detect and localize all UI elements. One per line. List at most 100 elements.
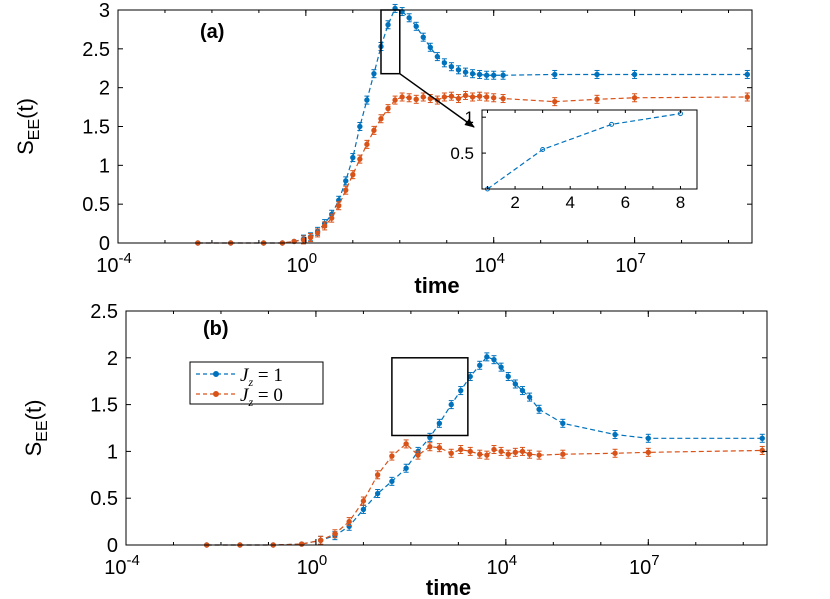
panel-b-xlabel: time — [426, 575, 471, 599]
marker — [360, 506, 367, 513]
inset-xtick-label: 6 — [621, 193, 630, 212]
marker — [448, 450, 454, 456]
data-point — [498, 446, 504, 456]
marker — [552, 98, 558, 105]
marker — [462, 69, 469, 75]
marker — [560, 420, 566, 427]
marker — [467, 373, 473, 380]
panel-b-ticks: 0 0.5 1 1.5 2 2.5 10-4 100 104 107 — [90, 301, 767, 579]
data-point — [413, 21, 419, 31]
data-point — [385, 104, 391, 114]
marker — [594, 96, 600, 103]
data-point — [462, 67, 469, 77]
data-point — [462, 90, 469, 100]
data-point — [519, 446, 526, 456]
data-point — [500, 94, 506, 104]
marker — [612, 450, 618, 456]
data-point — [560, 418, 566, 428]
ytick-label: 1.5 — [90, 395, 118, 417]
data-point — [346, 517, 352, 527]
inset-plot: 0.5 1 2 4 6 8 — [450, 108, 698, 212]
panel-a-series — [195, 3, 751, 246]
marker — [371, 70, 377, 77]
data-point — [300, 235, 307, 245]
ytick-label: 1.5 — [82, 117, 110, 139]
marker — [526, 451, 533, 457]
inset-ytick-label: 1 — [465, 108, 474, 127]
panel-b-zoom-box — [391, 357, 469, 437]
data-point — [448, 400, 454, 410]
marker — [594, 71, 600, 78]
data-point — [536, 450, 542, 460]
marker — [500, 95, 506, 102]
marker — [420, 34, 426, 40]
marker — [403, 441, 409, 447]
data-point — [350, 170, 356, 180]
marker — [477, 451, 483, 457]
marker — [364, 97, 370, 103]
data-point — [467, 446, 473, 456]
ytick-label: 2 — [107, 348, 118, 370]
data-point — [343, 185, 349, 195]
data-point — [360, 496, 367, 506]
ytick-label: 1 — [107, 441, 118, 463]
data-point — [505, 449, 511, 459]
ytick-label: 0 — [107, 535, 118, 557]
data-point — [427, 442, 433, 452]
marker — [436, 444, 443, 451]
data-point — [552, 69, 558, 79]
data-point — [399, 92, 405, 102]
ytick-label: 2.5 — [82, 39, 110, 61]
inset-xtick-label: 2 — [510, 193, 519, 212]
marker — [441, 94, 448, 100]
data-point — [434, 52, 441, 62]
data-point — [612, 448, 618, 458]
panel-a-xlabel: time — [414, 273, 459, 298]
marker — [759, 435, 765, 441]
marker — [374, 472, 381, 478]
marker — [343, 187, 349, 193]
data-point — [343, 176, 349, 186]
panel-a: 0 0.5 1 1.5 2 2.5 3 10-4 100 104 107 (a) time SEE(… — [13, 0, 753, 298]
data-point — [350, 153, 356, 163]
data-point — [512, 379, 519, 389]
marker — [477, 362, 483, 368]
marker — [298, 541, 305, 547]
marker — [645, 449, 651, 456]
data-point — [436, 443, 443, 453]
legend-marker-jz0 — [213, 391, 219, 397]
legend-label-jz0: Jz = 0 — [240, 385, 283, 409]
marker — [336, 203, 342, 209]
data-point — [484, 450, 490, 460]
data-point — [455, 65, 462, 75]
marker — [631, 95, 638, 101]
xtick-label: 107 — [615, 250, 646, 277]
xlabel-text: time — [426, 575, 471, 599]
marker — [389, 478, 395, 485]
data-point — [536, 404, 542, 414]
data-point — [469, 69, 476, 79]
marker — [357, 123, 363, 130]
panel-b-ylabel: SEE(t) — [21, 400, 51, 457]
data-point — [759, 433, 765, 443]
marker — [491, 446, 497, 453]
data-point — [403, 439, 409, 449]
inset-marker — [609, 121, 615, 127]
marker — [378, 116, 384, 122]
data-point — [357, 122, 363, 131]
legend-label-jz1: Jz = 1 — [240, 365, 283, 389]
marker — [434, 53, 441, 60]
data-point — [455, 94, 462, 104]
data-point — [458, 445, 464, 455]
legend: Jz = 1 Jz = 0 — [189, 361, 324, 409]
data-point — [448, 448, 454, 458]
data-point — [744, 92, 751, 102]
data-point — [631, 69, 638, 79]
data-point — [458, 386, 464, 396]
data-point — [476, 91, 483, 101]
data-point — [364, 95, 370, 105]
panel-b-frame — [125, 310, 768, 546]
data-point — [406, 13, 412, 23]
marker — [392, 97, 398, 103]
